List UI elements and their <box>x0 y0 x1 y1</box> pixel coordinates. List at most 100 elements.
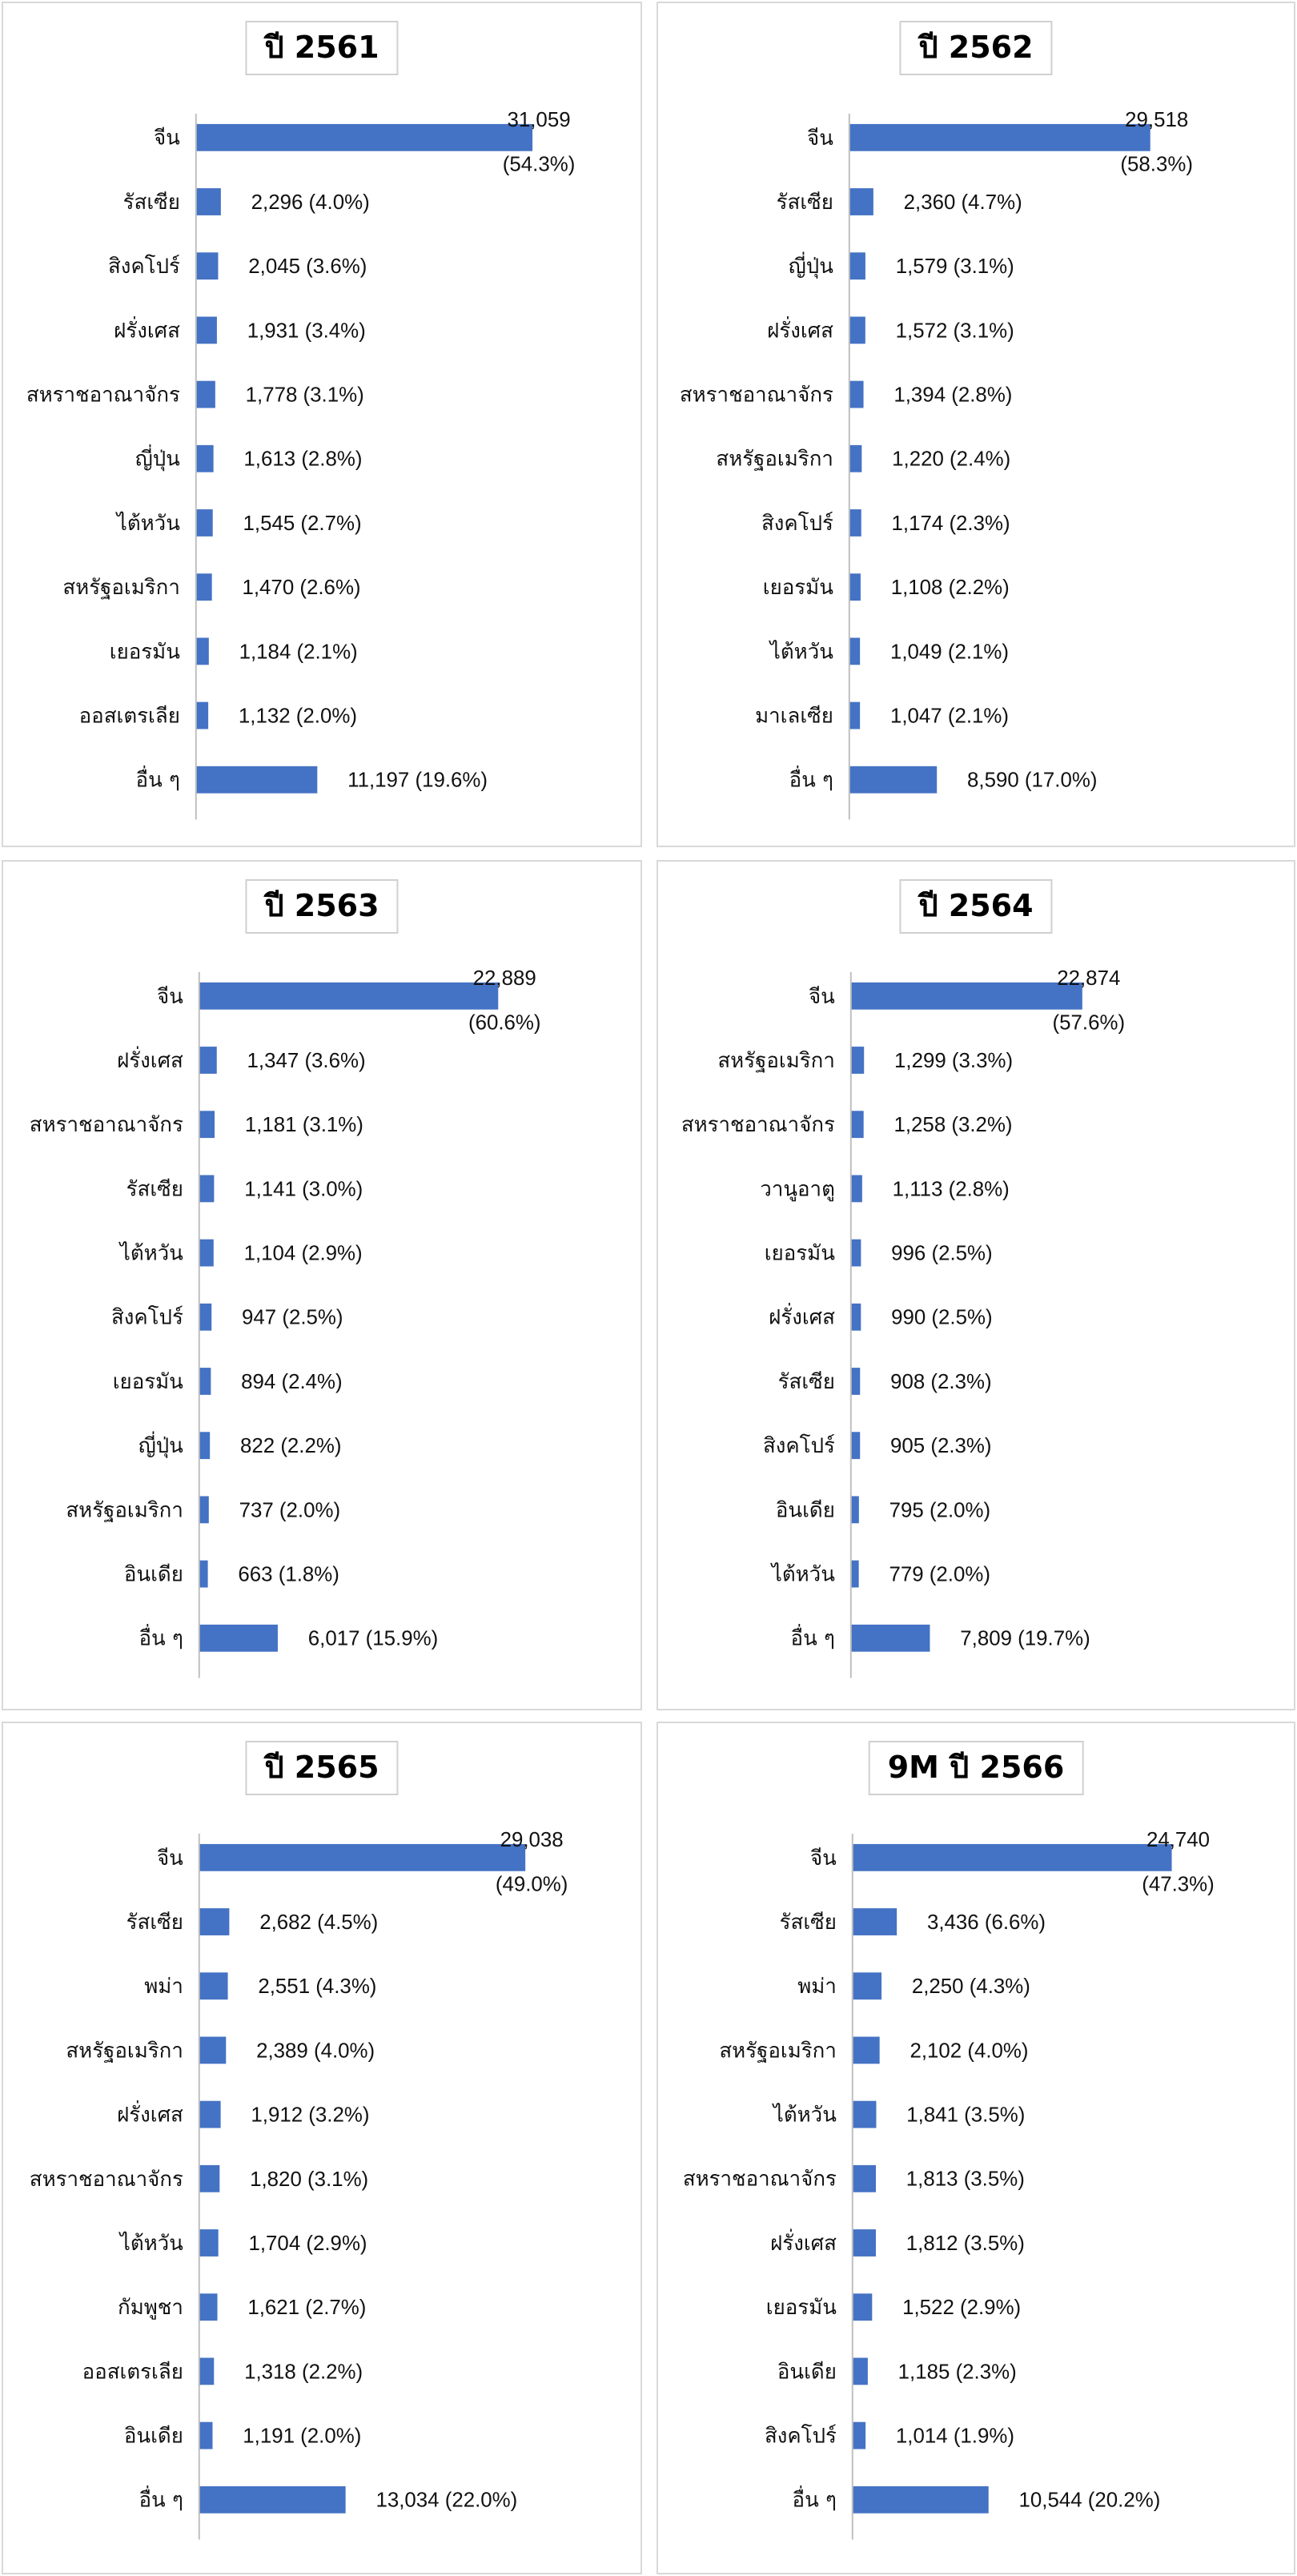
data-label: 1,912 (3.2%) <box>251 2104 369 2127</box>
data-label: 1,104 (2.9%) <box>244 1243 363 1265</box>
bar <box>849 380 864 408</box>
data-label: 31,059 <box>507 109 570 131</box>
data-label: 29,518 <box>1125 109 1188 131</box>
bar <box>199 1432 211 1460</box>
bar <box>195 380 215 408</box>
bar <box>195 701 209 729</box>
category-label: วานูอาตู <box>760 1177 835 1201</box>
category-label: จีน <box>810 1847 837 1871</box>
data-label: 2,250 (4.3%) <box>912 1975 1030 1998</box>
data-label: 822 (2.2%) <box>240 1435 342 1457</box>
bar <box>195 252 219 280</box>
bar <box>199 1175 215 1203</box>
category-label: ไต้หวัน <box>770 1563 835 1587</box>
data-label-percent: (58.3%) <box>1120 154 1193 176</box>
bar <box>852 2036 880 2064</box>
bar <box>199 1972 228 2000</box>
bar <box>852 2357 868 2385</box>
data-label: 905 (2.3%) <box>890 1435 992 1457</box>
category-label: ญี่ปุ่น <box>789 251 833 279</box>
data-label: 1,108 (2.2%) <box>891 577 1010 599</box>
bar <box>849 509 861 536</box>
category-label: อื่น ๆ <box>139 2486 183 2513</box>
bar <box>850 1432 861 1460</box>
bar <box>195 573 212 601</box>
bar <box>199 1239 214 1267</box>
bar <box>850 1303 861 1331</box>
data-label: 1,191 (2.0%) <box>243 2425 361 2448</box>
bar <box>852 1908 897 1935</box>
category-label: ญี่ปุ่น <box>139 1431 183 1458</box>
data-label: 737 (2.0%) <box>239 1499 341 1521</box>
data-label-percent: (57.6%) <box>1053 1012 1126 1035</box>
bar <box>850 1047 865 1074</box>
data-label: 1,132 (2.0%) <box>239 705 357 728</box>
category-label: สิงคโปร์ <box>765 2424 837 2449</box>
category-label: สหราชอาณาจักร <box>30 2168 183 2192</box>
data-label: 2,102 (4.0%) <box>910 2040 1028 2062</box>
category-label: สหรัฐอเมริกา <box>719 2039 836 2063</box>
data-label: 10,544 (20.2%) <box>1019 2490 1161 2512</box>
chart-title: ปี 2565 <box>245 1741 399 1795</box>
bar <box>849 444 862 472</box>
bar <box>199 2100 221 2128</box>
bar <box>199 1908 230 1935</box>
bar <box>852 2293 873 2321</box>
category-label: สหราชอาณาจักร <box>26 384 180 408</box>
chart-panel: ปี 2561 จีน 31,059 (54.3%) รัสเซีย 2,296 (4.0… <box>2 2 642 847</box>
bar <box>199 1624 278 1652</box>
bar <box>852 1843 1172 1871</box>
chart-panel: ปี 2562 จีน 29,518 (58.3%) รัสเซีย 2,360 (4.7… <box>657 2 1295 847</box>
category-label: เยอรมัน <box>110 640 180 664</box>
data-label: 663 (1.8%) <box>238 1564 339 1586</box>
bar <box>849 123 1150 151</box>
data-label: 24,740 <box>1146 1829 1210 1851</box>
category-label: เยอรมัน <box>766 2296 837 2320</box>
category-label: พม่า <box>797 1975 837 1999</box>
bar <box>850 1560 859 1588</box>
chart-title: ปี 2561 <box>245 21 399 75</box>
data-label: 1,621 (2.7%) <box>247 2297 366 2319</box>
category-label: อื่น ๆ <box>136 766 180 793</box>
bar <box>199 2357 215 2385</box>
category-label: สหรัฐอเมริกา <box>717 1049 834 1073</box>
category-label: รัสเซีย <box>778 1370 835 1394</box>
data-label: 1,522 (2.9%) <box>902 2297 1021 2319</box>
category-label: สิงคโปร์ <box>763 1433 835 1458</box>
category-label: ไต้หวัน <box>118 2232 183 2256</box>
data-label: 1,347 (3.6%) <box>247 1050 366 1072</box>
category-label: สหรัฐอเมริกา <box>716 448 833 472</box>
bar <box>852 2421 866 2449</box>
bar <box>852 2486 989 2514</box>
category-label: อื่น ๆ <box>793 2486 837 2513</box>
bar <box>852 2164 877 2192</box>
category-label: ฝรั่งเศส <box>117 2100 183 2128</box>
bar <box>850 1239 861 1267</box>
category-label: รัสเซีย <box>126 1177 183 1201</box>
chart-title: ปี 2563 <box>245 879 399 934</box>
category-label: รัสเซีย <box>777 191 833 215</box>
bar <box>849 637 861 665</box>
data-label: 2,551 (4.3%) <box>258 1975 376 1998</box>
category-label: ไต้หวัน <box>118 1242 183 1266</box>
bar <box>852 2100 877 2128</box>
category-label: ไต้หวัน <box>769 640 833 664</box>
category-label: เยอรมัน <box>763 576 833 600</box>
chart-panel: 9M ปี 2566 จีน 24,740 (47.3%) รัสเซีย 3,436 (… <box>657 1722 1295 2574</box>
category-label: รัสเซีย <box>123 191 180 215</box>
bar <box>850 1624 930 1652</box>
data-label: 1,613 (2.8%) <box>243 448 362 471</box>
data-label: 11,197 (19.6%) <box>347 770 488 792</box>
bar <box>199 982 499 1010</box>
category-label: ฝรั่งเศส <box>767 315 833 343</box>
category-label: อินเดีย <box>124 2425 183 2449</box>
data-label: 1,220 (2.4%) <box>892 448 1010 471</box>
bar-chart: จีน 31,059 (54.3%) รัสเซีย 2,296 (4.0%) สิงคโ… <box>26 109 575 820</box>
category-label: สิงคโปร์ <box>111 1305 183 1330</box>
bar <box>852 1972 882 2000</box>
data-label: 1,813 (3.5%) <box>906 2168 1025 2191</box>
bar <box>195 188 221 215</box>
bar <box>849 188 873 215</box>
data-label: 1,931 (3.4%) <box>247 319 366 342</box>
category-label: เยอรมัน <box>765 1242 835 1266</box>
